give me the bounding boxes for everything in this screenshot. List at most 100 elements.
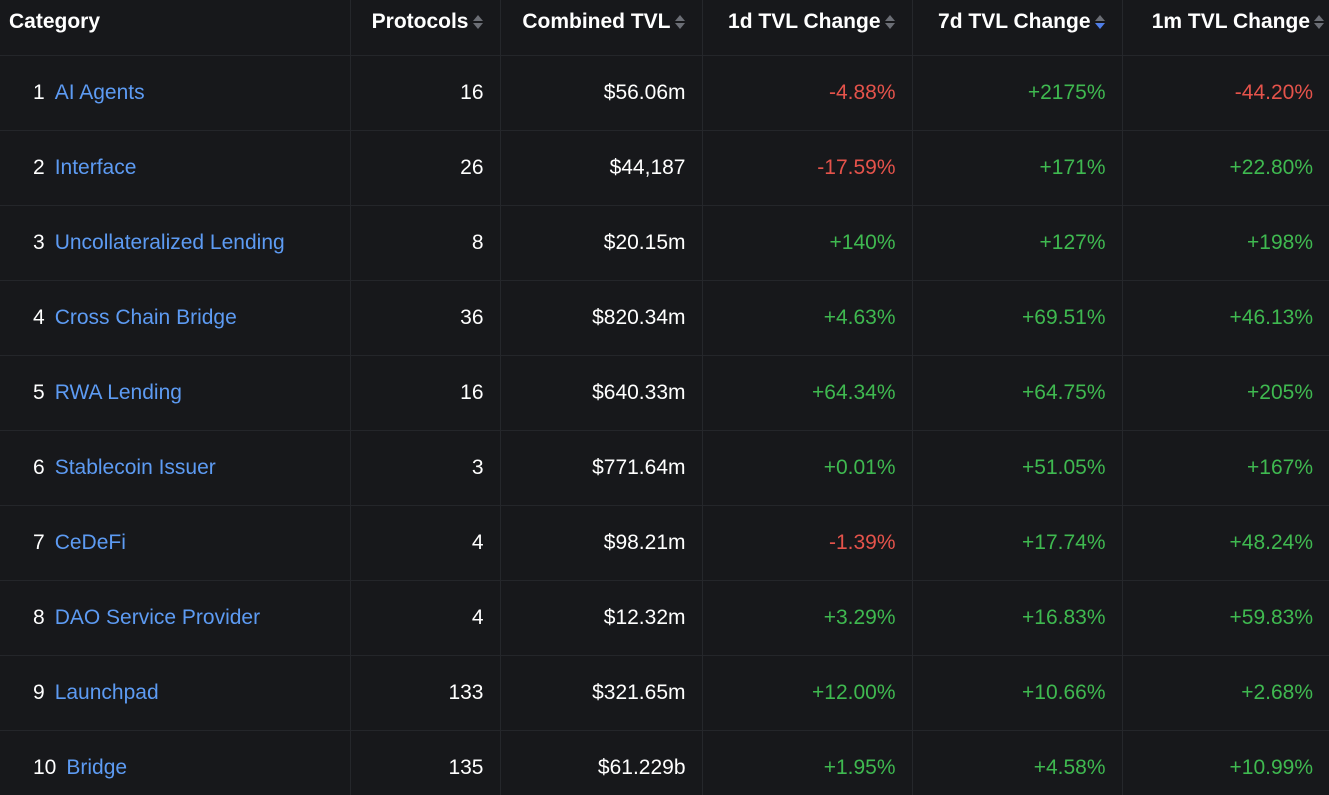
protocols-cell: 3 (350, 430, 501, 505)
category-cell: 5 RWA Lending (0, 355, 351, 430)
category-cell: 8 DAO Service Provider (0, 580, 351, 655)
table-row: 9 Launchpad 133 $321.65m +12.00% +10.66% +2.68… (0, 655, 1329, 730)
change-1d-cell: +4.63% (702, 280, 913, 355)
change-1d-cell: -1.39% (702, 505, 913, 580)
table-row: 2 Interface 26 $44,187 -17.59% +171% +22.80% (0, 130, 1329, 205)
column-header-1d-change[interactable]: 1d TVL Change (702, 0, 913, 55)
table-row: 6 Stablecoin Issuer 3 $771.64m +0.01% +51.05%… (0, 430, 1329, 505)
change-1m-cell: -44.20% (1234, 80, 1313, 104)
change-1d-cell: +3.29% (702, 580, 913, 655)
change-7d-cell: +51.05% (912, 430, 1123, 505)
rank-number: 10 (33, 755, 57, 779)
change-1m-cell: +59.83% (1229, 605, 1314, 629)
protocols-cell: 8 (350, 205, 501, 280)
category-link[interactable]: Cross Chain Bridge (54, 305, 237, 329)
column-header-category: Category (0, 0, 351, 55)
table-row: 10 Bridge 135 $61.229b +1.95% +4.58% +10.99% (0, 730, 1329, 795)
category-cell: 4 Cross Chain Bridge (0, 280, 351, 355)
column-label: Category (9, 9, 101, 33)
column-label: 1d TVL Change (728, 9, 881, 33)
change-7d-cell: +171% (912, 130, 1123, 205)
combined-tvl-cell: $771.64m (500, 430, 703, 505)
column-header-1m-change[interactable]: 1m TVL Change (1122, 0, 1329, 55)
sort-icon[interactable] (1313, 13, 1325, 31)
change-1d-cell: -17.59% (702, 130, 913, 205)
change-1d-cell: +12.00% (702, 655, 913, 730)
category-link[interactable]: CeDeFi (54, 530, 126, 554)
change-1m-cell: +10.99% (1229, 755, 1314, 779)
sort-icon[interactable] (884, 13, 896, 31)
change-7d-cell: +127% (912, 205, 1123, 280)
category-cell: 9 Launchpad (0, 655, 351, 730)
change-7d-cell: +69.51% (912, 280, 1123, 355)
rank-number: 8 (33, 605, 45, 629)
rank-number: 5 (33, 380, 45, 404)
sort-desc-icon[interactable] (1094, 13, 1106, 31)
table-row: 1 AI Agents 16 $56.06m -4.88% +2175% -44.20% (0, 55, 1329, 130)
combined-tvl-cell: $321.65m (500, 655, 703, 730)
change-7d-cell: +16.83% (912, 580, 1123, 655)
protocols-cell: 4 (350, 580, 501, 655)
category-cell: 10 Bridge (0, 730, 351, 795)
category-link[interactable]: Launchpad (54, 680, 159, 704)
column-label: 7d TVL Change (938, 9, 1091, 33)
category-link[interactable]: Interface (54, 155, 137, 179)
change-7d-cell: +17.74% (912, 505, 1123, 580)
protocols-cell: 4 (350, 505, 501, 580)
table-header: Category Protocols Combined TVL 1d TVL C… (0, 0, 1329, 55)
combined-tvl-cell: $12.32m (500, 580, 703, 655)
change-7d-cell: +2175% (912, 55, 1123, 130)
sort-icon[interactable] (472, 13, 484, 31)
combined-tvl-cell: $56.06m (500, 55, 703, 130)
table-row: 3 Uncollateralized Lending 8 $20.15m +140% +1… (0, 205, 1329, 280)
change-7d-cell: +4.58% (912, 730, 1123, 795)
change-7d-cell: +10.66% (912, 655, 1123, 730)
header-row: Category Protocols Combined TVL 1d TVL C… (0, 0, 1329, 55)
protocols-cell: 135 (350, 730, 501, 795)
category-link[interactable]: Uncollateralized Lending (54, 230, 285, 254)
table-row: 8 DAO Service Provider 4 $12.32m +3.29% +16.8… (0, 580, 1329, 655)
table-row: 5 RWA Lending 16 $640.33m +64.34% +64.75% +205… (0, 355, 1329, 430)
category-cell: 6 Stablecoin Issuer (0, 430, 351, 505)
change-7d-cell: +64.75% (912, 355, 1123, 430)
category-cell: 3 Uncollateralized Lending (0, 205, 351, 280)
rank-number: 1 (33, 80, 45, 104)
change-1m-cell: +2.68% (1241, 680, 1313, 704)
change-1d-cell: +140% (702, 205, 913, 280)
category-cell: 2 Interface (0, 130, 351, 205)
rank-number: 3 (33, 230, 45, 254)
change-1m-cell: +22.80% (1229, 155, 1314, 179)
combined-tvl-cell: $44,187 (500, 130, 703, 205)
column-label: Protocols (371, 9, 469, 33)
category-link[interactable]: AI Agents (54, 80, 145, 104)
column-header-7d-change[interactable]: 7d TVL Change (912, 0, 1123, 55)
category-link[interactable]: RWA Lending (54, 380, 182, 404)
change-1d-cell: -4.88% (702, 55, 913, 130)
column-header-combined-tvl[interactable]: Combined TVL (500, 0, 703, 55)
protocols-cell: 133 (350, 655, 501, 730)
protocols-cell: 16 (350, 355, 501, 430)
rank-number: 2 (33, 155, 45, 179)
column-header-protocols[interactable]: Protocols (350, 0, 501, 55)
combined-tvl-cell: $820.34m (500, 280, 703, 355)
table-row: 7 CeDeFi 4 $98.21m -1.39% +17.74% +48.24% (0, 505, 1329, 580)
category-cell: 7 CeDeFi (0, 505, 351, 580)
sort-icon[interactable] (674, 13, 686, 31)
protocols-cell: 16 (350, 55, 501, 130)
category-link[interactable]: Stablecoin Issuer (54, 455, 216, 479)
category-link[interactable]: DAO Service Provider (54, 605, 261, 629)
rank-number: 9 (33, 680, 45, 704)
rank-number: 6 (33, 455, 45, 479)
change-1m-cell: +198% (1247, 230, 1313, 254)
change-1m-cell: +48.24% (1229, 530, 1314, 554)
change-1m-cell: +167% (1247, 455, 1313, 479)
protocols-cell: 36 (350, 280, 501, 355)
table-body: 1 AI Agents 16 $56.06m -4.88% +2175% -44.20% 2 I… (0, 55, 1329, 795)
combined-tvl-cell: $61.229b (500, 730, 703, 795)
rank-number: 4 (33, 305, 45, 329)
combined-tvl-cell: $20.15m (500, 205, 703, 280)
change-1m-cell: +46.13% (1229, 305, 1314, 329)
change-1d-cell: +1.95% (702, 730, 913, 795)
table-row: 4 Cross Chain Bridge 36 $820.34m +4.63% +69.5… (0, 280, 1329, 355)
category-link[interactable]: Bridge (66, 755, 128, 779)
